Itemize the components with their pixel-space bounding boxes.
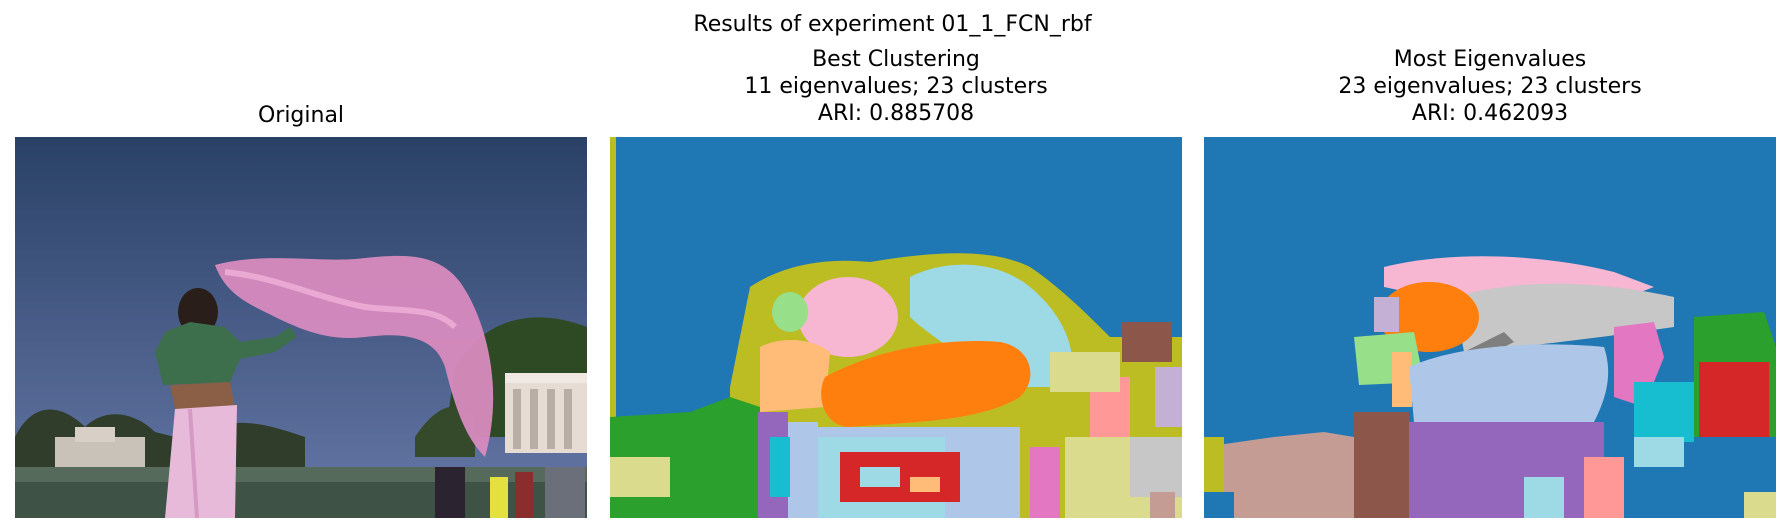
panel-title-original: Original [15, 102, 587, 129]
panel-title-line: Most Eigenvalues [1393, 47, 1587, 72]
panel-title-line: ARI: 0.462093 [1411, 101, 1569, 126]
best-clustering-image [610, 137, 1182, 518]
figure-title: Results of experiment 01_1_FCN_rbf [693, 12, 1092, 37]
panel-best: Best Clustering 11 eigenvalues; 23 clust… [610, 0, 1182, 532]
panel-title-line: 11 eigenvalues; 23 clusters [744, 74, 1048, 99]
panel-original: Original [15, 0, 587, 532]
most-eigenvalues-image [1204, 137, 1776, 518]
panel-title-best: Best Clustering 11 eigenvalues; 23 clust… [610, 46, 1182, 127]
panel-title-line: Best Clustering [812, 47, 980, 72]
panel-title-line: Original [257, 103, 345, 128]
panel-title-most: Most Eigenvalues 23 eigenvalues; 23 clus… [1204, 46, 1776, 127]
original-image [15, 137, 587, 518]
panel-title-line: 23 eigenvalues; 23 clusters [1338, 74, 1642, 99]
panel-most: Most Eigenvalues 23 eigenvalues; 23 clus… [1204, 0, 1776, 532]
panel-title-line: ARI: 0.885708 [817, 101, 975, 126]
